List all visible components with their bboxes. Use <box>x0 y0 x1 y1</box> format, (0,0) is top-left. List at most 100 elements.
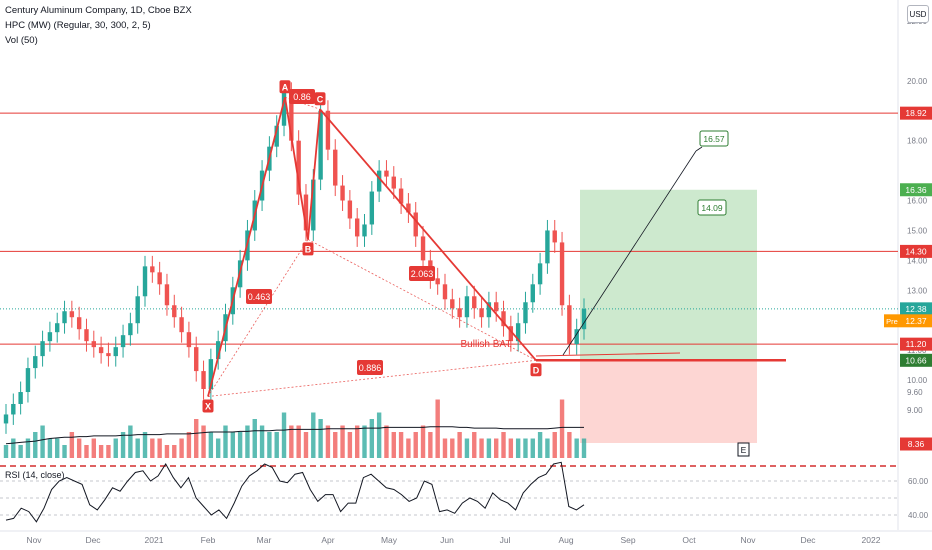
candle-body <box>457 308 462 318</box>
time-tick: Nov <box>26 535 42 545</box>
price-tick: 9.60 <box>907 388 923 397</box>
candle-body <box>113 347 118 357</box>
time-tick: Jun <box>440 535 454 545</box>
candle-body <box>552 230 557 243</box>
pre-market-label-tag: Pre <box>886 317 898 326</box>
level-label-14-30: 14.30 <box>905 246 927 256</box>
candle-body <box>150 266 155 273</box>
candle-body <box>442 284 448 300</box>
rsi-label: RSI (14, close) <box>5 470 65 480</box>
candle-body <box>486 302 492 318</box>
volume-label: Vol (50) <box>5 35 38 46</box>
pattern-point-c: C <box>317 94 324 104</box>
marker-e-box <box>737 442 750 457</box>
volume-bar <box>428 432 433 458</box>
candle-body <box>47 332 53 342</box>
volume-bar <box>47 438 53 458</box>
pattern-point-c-badge <box>314 92 326 106</box>
candle-body <box>179 317 184 333</box>
ratio-label: 0.86 <box>293 92 311 102</box>
target-price-label-bg <box>900 183 932 197</box>
level-label-18-92-bg <box>900 106 932 120</box>
candle-body <box>545 230 550 264</box>
time-tick: Aug <box>558 535 573 545</box>
currency-button[interactable]: USD <box>907 5 929 23</box>
projection-arrow-tip <box>695 146 703 152</box>
candle-body <box>25 368 31 393</box>
volume-bar <box>113 438 118 458</box>
candle-body <box>406 203 411 213</box>
entry-price-label: 10.66 <box>905 355 927 365</box>
price-tick: 20.00 <box>907 77 928 86</box>
candle-body <box>135 296 140 324</box>
volume-bar <box>559 399 565 458</box>
volume-bar <box>40 425 45 458</box>
candle-body <box>208 359 214 390</box>
volume-bar <box>362 425 367 458</box>
leg-xa <box>207 97 286 397</box>
volume-bar <box>150 438 155 458</box>
candle-body <box>194 347 199 372</box>
volume-bar <box>91 438 96 458</box>
volume-bar <box>420 425 426 458</box>
candle-body <box>420 236 426 261</box>
last-price-label-bg <box>900 302 932 316</box>
leg-bc <box>307 109 321 240</box>
candle-body <box>76 317 82 330</box>
volume-bar <box>450 438 455 458</box>
indicator-label: HPC (MW) (Regular, 30, 300, 2, 5) <box>5 20 151 31</box>
volume-bar <box>296 425 301 458</box>
volume-bar <box>472 432 477 458</box>
volume-bar <box>215 438 221 458</box>
candle-body <box>362 224 367 237</box>
candle-body <box>128 323 133 336</box>
volume-bar <box>55 438 60 458</box>
volume-bar <box>552 432 557 458</box>
pattern-point-x-badge <box>202 399 214 413</box>
volume-bar <box>581 438 587 458</box>
time-tick: Apr <box>321 535 334 545</box>
time-tick: Jul <box>500 535 511 545</box>
volume-bar <box>237 432 243 458</box>
candle-body <box>581 308 587 330</box>
candle-body <box>91 341 96 348</box>
price-tick: 18.00 <box>907 137 928 146</box>
candle-body <box>450 299 455 309</box>
candle-body <box>311 179 316 231</box>
level-label-8-36: 8.36 <box>908 439 925 449</box>
candle-body <box>201 371 206 390</box>
ratio-xb <box>207 239 309 397</box>
volume-bar <box>501 432 506 458</box>
pattern-name: Bullish BAT <box>461 339 512 350</box>
candle-body <box>347 200 353 219</box>
pattern-point-a-badge <box>279 80 291 94</box>
candle-body <box>398 188 404 204</box>
candle-body <box>18 392 23 404</box>
candle-body <box>333 149 338 186</box>
ratio-badge <box>289 89 315 104</box>
volume-bar <box>391 432 396 458</box>
pattern-point-x: X <box>205 402 211 412</box>
candle-body <box>574 329 579 345</box>
volume-bar <box>369 419 375 458</box>
candle-body <box>84 329 89 342</box>
volume-bar <box>530 438 535 458</box>
volume-bar <box>515 438 521 458</box>
candle-body <box>157 272 162 285</box>
candle-body <box>354 218 360 237</box>
volume-bar <box>494 438 499 458</box>
candle-body <box>281 92 287 126</box>
volume-bar <box>486 438 492 458</box>
volume-bar <box>325 425 331 458</box>
last-price-label: 12.38 <box>905 304 927 314</box>
candle-body <box>376 170 382 192</box>
price-tick: 15.00 <box>907 226 928 235</box>
pattern-point-d: D <box>533 365 540 375</box>
volume-bar <box>172 445 177 458</box>
price-tick: 10.00 <box>907 376 928 385</box>
candle-body <box>384 170 389 177</box>
ratio-label: 0.463 <box>248 292 271 302</box>
volume-bar <box>69 432 75 458</box>
volume-bar <box>384 425 389 458</box>
